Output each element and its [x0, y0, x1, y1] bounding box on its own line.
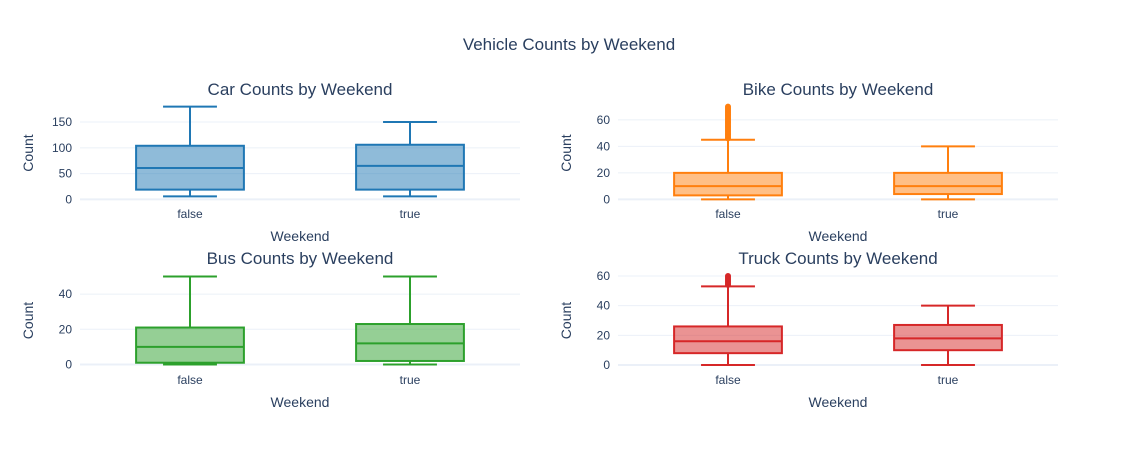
y-axis-title: Count: [20, 134, 36, 171]
y-axis-title: Count: [558, 302, 574, 339]
y-tick-label: 20: [597, 328, 611, 342]
y-tick-label: 50: [59, 167, 73, 181]
box: [673, 325, 783, 355]
y-axis-title: Count: [20, 302, 36, 339]
box: [893, 171, 1003, 196]
y-tick-label: 60: [597, 113, 611, 127]
subplot-title: Bike Counts by Weekend: [743, 80, 934, 99]
box: [673, 171, 783, 197]
y-tick-label: 0: [603, 358, 610, 372]
x-axis-title: Weekend: [271, 228, 330, 244]
main-title: Vehicle Counts by Weekend: [463, 35, 675, 54]
y-tick-label: 20: [59, 322, 73, 336]
subplot-title: Car Counts by Weekend: [208, 80, 393, 99]
x-tick-label: true: [938, 207, 959, 221]
y-tick-label: 20: [597, 166, 611, 180]
box: [135, 326, 245, 364]
subplot-title: Bus Counts by Weekend: [207, 249, 394, 268]
x-tick-label: true: [400, 373, 421, 387]
x-tick-label: true: [938, 373, 959, 387]
y-tick-label: 40: [597, 299, 611, 313]
x-axis-title: Weekend: [809, 394, 868, 410]
subplot-title: Truck Counts by Weekend: [738, 249, 937, 268]
outlier-point: [725, 272, 731, 279]
y-tick-label: 0: [603, 192, 610, 206]
y-tick-label: 60: [597, 269, 611, 283]
y-tick-label: 150: [52, 115, 72, 129]
y-tick-label: 40: [59, 287, 73, 301]
x-axis-title: Weekend: [809, 228, 868, 244]
x-tick-label: false: [177, 373, 203, 387]
y-tick-label: 100: [52, 141, 72, 155]
outlier-point: [725, 103, 731, 110]
box: [355, 143, 465, 191]
y-axis-title: Count: [558, 134, 574, 171]
x-tick-label: false: [177, 207, 203, 221]
x-tick-label: false: [715, 207, 741, 221]
y-tick-label: 0: [65, 357, 72, 371]
x-tick-label: true: [400, 207, 421, 221]
y-tick-label: 40: [597, 139, 611, 153]
x-tick-label: false: [715, 373, 741, 387]
x-axis-title: Weekend: [271, 394, 330, 410]
y-tick-label: 0: [65, 192, 72, 206]
